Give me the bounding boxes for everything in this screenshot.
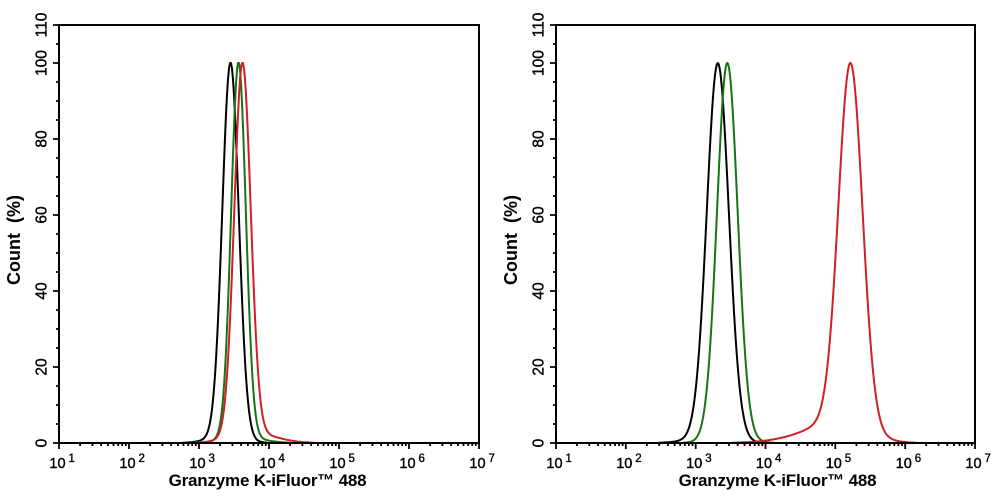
svg-text:0: 0 [531, 438, 548, 447]
svg-text:10: 10 [826, 456, 842, 472]
svg-text:10: 10 [49, 456, 65, 472]
svg-text:7: 7 [985, 453, 991, 465]
svg-text:2: 2 [139, 453, 145, 465]
svg-text:Count (%): Count (%) [4, 195, 24, 285]
svg-text:10: 10 [469, 456, 485, 472]
svg-text:60: 60 [531, 206, 548, 224]
svg-text:10: 10 [686, 456, 702, 472]
svg-text:10: 10 [965, 456, 981, 472]
svg-text:10: 10 [189, 456, 205, 472]
svg-text:40: 40 [531, 282, 548, 300]
svg-text:Count (%): Count (%) [501, 195, 521, 285]
svg-text:10: 10 [399, 456, 415, 472]
svg-text:110: 110 [531, 12, 548, 37]
svg-text:4: 4 [279, 453, 286, 465]
svg-text:10: 10 [329, 456, 345, 472]
svg-text:6: 6 [915, 453, 921, 465]
svg-text:10: 10 [119, 456, 135, 472]
svg-text:1: 1 [566, 453, 572, 465]
svg-text:110: 110 [34, 12, 51, 37]
svg-text:80: 80 [34, 130, 51, 148]
svg-text:10: 10 [259, 456, 275, 472]
svg-text:20: 20 [531, 358, 548, 376]
svg-text:10: 10 [546, 456, 562, 472]
svg-text:Granzyme K-iFluor™ 488: Granzyme K-iFluor™ 488 [169, 471, 367, 490]
svg-text:10: 10 [756, 456, 772, 472]
svg-text:3: 3 [705, 453, 711, 465]
svg-text:40: 40 [34, 282, 51, 300]
svg-text:100: 100 [531, 50, 548, 76]
svg-text:10: 10 [616, 456, 632, 472]
svg-text:6: 6 [419, 453, 425, 465]
svg-text:20: 20 [34, 358, 51, 376]
svg-text:1: 1 [69, 453, 75, 465]
svg-text:7: 7 [489, 453, 495, 465]
svg-text:5: 5 [845, 453, 851, 465]
svg-text:3: 3 [209, 453, 215, 465]
svg-text:60: 60 [34, 206, 51, 224]
svg-text:2: 2 [635, 453, 641, 465]
svg-text:4: 4 [775, 453, 782, 465]
svg-text:0: 0 [34, 438, 51, 447]
svg-text:Granzyme K-iFluor™ 488: Granzyme K-iFluor™ 488 [679, 471, 877, 490]
svg-text:100: 100 [34, 50, 51, 76]
svg-text:80: 80 [531, 130, 548, 148]
svg-text:10: 10 [896, 456, 912, 472]
svg-text:5: 5 [349, 453, 355, 465]
